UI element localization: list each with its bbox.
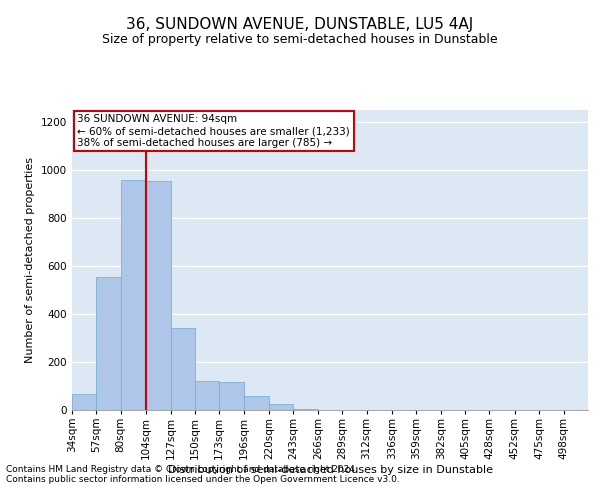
Bar <box>170 328 195 410</box>
Text: 36 SUNDOWN AVENUE: 94sqm
← 60% of semi-detached houses are smaller (1,233)
38% o: 36 SUNDOWN AVENUE: 94sqm ← 60% of semi-d… <box>77 114 350 148</box>
Bar <box>97 277 121 410</box>
Bar <box>146 181 170 410</box>
Bar <box>219 382 244 410</box>
Text: Contains public sector information licensed under the Open Government Licence v3: Contains public sector information licen… <box>6 476 400 484</box>
Text: Contains HM Land Registry data © Crown copyright and database right 2024.: Contains HM Land Registry data © Crown c… <box>6 466 358 474</box>
Bar <box>244 396 269 410</box>
Bar <box>293 409 318 410</box>
Bar <box>269 404 293 410</box>
Bar <box>195 381 219 410</box>
Text: Size of property relative to semi-detached houses in Dunstable: Size of property relative to semi-detach… <box>102 32 498 46</box>
Text: 36, SUNDOWN AVENUE, DUNSTABLE, LU5 4AJ: 36, SUNDOWN AVENUE, DUNSTABLE, LU5 4AJ <box>127 18 473 32</box>
X-axis label: Distribution of semi-detached houses by size in Dunstable: Distribution of semi-detached houses by … <box>167 464 493 474</box>
Y-axis label: Number of semi-detached properties: Number of semi-detached properties <box>25 157 35 363</box>
Bar <box>121 180 146 410</box>
Bar <box>72 394 97 410</box>
